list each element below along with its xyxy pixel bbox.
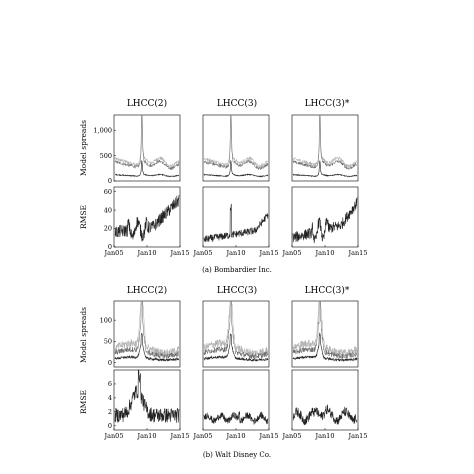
panel-b-spreads-3	[291, 300, 359, 368]
series-line-1	[203, 114, 269, 169]
panel-frame	[202, 300, 270, 368]
x-tick-label: Jan15	[348, 432, 368, 440]
x-tick-label: Jan05	[193, 249, 213, 257]
x-tick-label: Jan10	[226, 432, 246, 440]
series-line-2	[203, 114, 269, 171]
x-tick-label: Jan10	[137, 249, 157, 257]
panel-frame	[291, 114, 359, 182]
y-tick-label: 500	[100, 152, 112, 160]
series-line-2	[203, 300, 269, 359]
x-tick-label: Jan15	[348, 249, 368, 257]
y-tick-label: 4	[108, 394, 112, 402]
panel-a-spreads-2	[202, 114, 270, 182]
panel-a-spreads-1: 0 500 1,000	[93, 114, 181, 185]
y-tick-label: 20	[104, 225, 112, 233]
panel-frame	[113, 114, 181, 182]
panel-a-spreads-3	[291, 114, 359, 182]
y-tick-label: 6	[108, 380, 112, 388]
y-tick-label: 0	[108, 177, 112, 185]
panel-frame	[291, 300, 359, 368]
caption-b: (b) Walt Disney Co.	[203, 451, 271, 459]
x-tick-label: Jan05	[193, 432, 213, 440]
x-tick-label: Jan05	[282, 432, 302, 440]
x-tick-label: Jan05	[282, 249, 302, 257]
series-line-1	[114, 369, 180, 423]
y-tick-label: 0	[108, 359, 112, 367]
y-tick-label: 60	[104, 188, 112, 196]
x-tick-label: Jan10	[315, 432, 335, 440]
col-title-a-3: LHCC(3)*	[305, 98, 350, 109]
series-line-1	[203, 300, 269, 357]
panel-a-rmse-3: Jan05 Jan10 Jan15	[282, 186, 368, 257]
y-tick-label: 1,000	[93, 126, 112, 134]
series-line-1	[114, 114, 180, 169]
series-line-1	[203, 203, 269, 243]
series-line-1	[292, 114, 358, 169]
x-tick-label: Jan05	[104, 249, 124, 257]
col-title-a-1: LHCC(2)	[127, 98, 167, 109]
panel-frame	[113, 300, 181, 368]
col-title-a-2: LHCC(3)	[217, 98, 257, 109]
x-tick-label: Jan10	[315, 249, 335, 257]
panel-a-rmse-2: Jan05 Jan10 Jan15	[193, 186, 279, 257]
panel-b-rmse-1: 0 2 4 6 Jan05 Jan10 Jan15	[104, 369, 190, 440]
col-title-b-3: LHCC(3)*	[305, 285, 350, 296]
series-line-3	[292, 160, 358, 178]
series-line-3	[114, 332, 180, 362]
series-line-2	[292, 300, 358, 359]
ylabel-b-spreads: Model spreads	[79, 307, 88, 363]
x-tick-label: Jan10	[137, 432, 157, 440]
series-line-3	[203, 333, 269, 362]
ylabel-a-spreads: Model spreads	[79, 120, 88, 176]
series-line-1	[292, 404, 358, 426]
series-line-1	[292, 197, 358, 244]
x-tick-label: Jan10	[226, 249, 246, 257]
y-tick-label: 0	[108, 422, 112, 430]
panel-frame	[113, 186, 181, 248]
series-line-1	[114, 194, 180, 242]
y-tick-label: 100	[100, 316, 112, 324]
series-line-3	[115, 159, 180, 178]
x-tick-label: Jan15	[170, 249, 190, 257]
y-tick-label: 2	[108, 408, 112, 416]
y-tick-label: 50	[104, 338, 112, 346]
panel-b-spreads-1: 0 50 100	[100, 300, 181, 368]
panel-b-spreads-2	[202, 300, 270, 368]
series-line-2	[114, 300, 180, 359]
col-title-b-1: LHCC(2)	[127, 285, 167, 296]
x-tick-label: Jan15	[259, 432, 279, 440]
series-line-2	[292, 114, 358, 170]
panel-frame	[202, 114, 270, 182]
series-line-2	[114, 114, 180, 171]
y-tick-label: 0	[108, 243, 112, 251]
panel-b-rmse-3: Jan05 Jan10 Jan15	[282, 369, 368, 440]
series-line-3	[203, 160, 269, 178]
col-title-b-2: LHCC(3)	[217, 285, 257, 296]
ylabel-a-rmse: RMSE	[79, 205, 88, 229]
series-line-1	[203, 411, 269, 426]
panel-a-rmse-1: 0 20 40 60 Jan05 Jan10 Jan15	[104, 186, 190, 257]
caption-a: (a) Bombardier Inc.	[202, 266, 272, 274]
ylabel-b-rmse: RMSE	[79, 390, 88, 414]
x-tick-label: Jan15	[259, 249, 279, 257]
series-line-3	[292, 332, 358, 362]
panel-b-rmse-2: Jan05 Jan10 Jan15	[193, 369, 279, 440]
x-tick-label: Jan05	[104, 432, 124, 440]
series-line-1	[114, 300, 180, 358]
y-tick-label: 40	[104, 206, 112, 214]
x-tick-label: Jan15	[170, 432, 190, 440]
